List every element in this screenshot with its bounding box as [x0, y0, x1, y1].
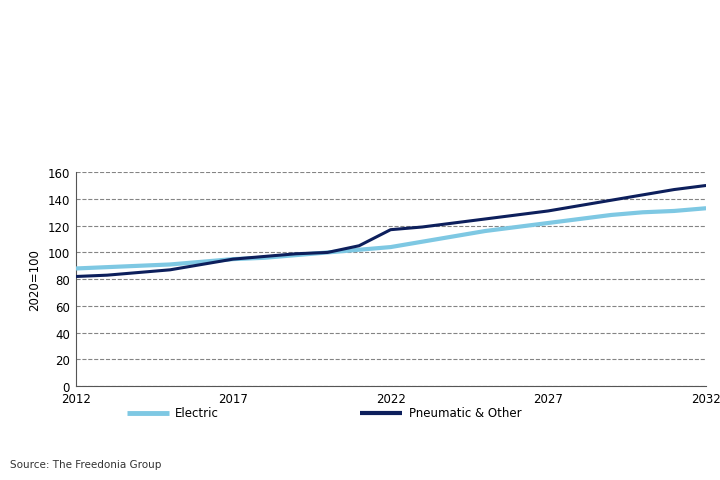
Text: Source: The Freedonia Group: Source: The Freedonia Group	[10, 459, 161, 469]
Text: Pneumatic & Other: Pneumatic & Other	[409, 406, 521, 420]
Y-axis label: 2020=100: 2020=100	[28, 249, 41, 311]
Text: Freedonia®: Freedonia®	[582, 139, 660, 153]
Text: 2012, 2017, 2022, 2027, & 2032: 2012, 2017, 2022, 2027, & 2032	[10, 65, 215, 75]
Text: Electric: Electric	[176, 406, 219, 420]
Text: (2020-100): (2020-100)	[10, 92, 81, 102]
Text: Global Power Tool Pricing Deflator by Power Source,: Global Power Tool Pricing Deflator by Po…	[10, 39, 348, 48]
Text: Figure 3-9.: Figure 3-9.	[10, 12, 81, 22]
